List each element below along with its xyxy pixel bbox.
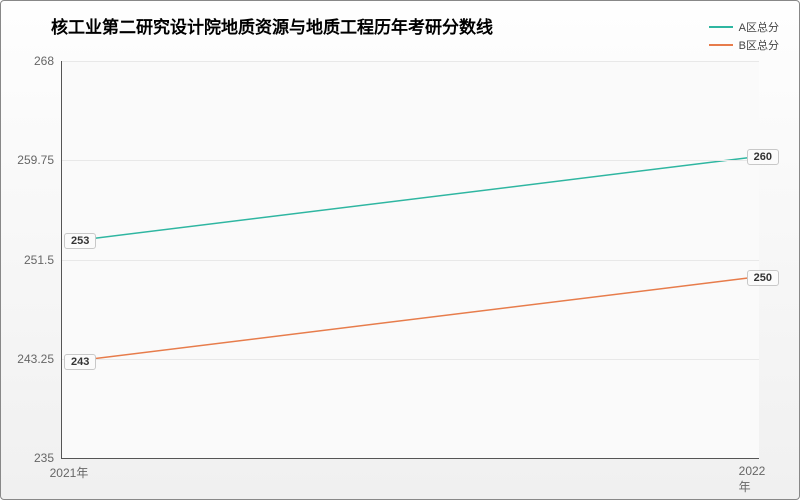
grid-line: [62, 160, 759, 161]
y-tick-label: 243.25: [17, 352, 54, 366]
chart-title: 核工业第二研究设计院地质资源与地质工程历年考研分数线: [51, 13, 493, 38]
plot-area: 235243.25251.5259.752682021年2022年2532602…: [61, 61, 759, 459]
series-b-line: [69, 278, 752, 362]
y-tick-label: 251.5: [24, 253, 54, 267]
x-tick-label: 2021年: [50, 464, 89, 481]
legend-label-b: B区总分: [739, 37, 779, 53]
legend-swatch-b: [709, 44, 733, 46]
data-label: 260: [747, 149, 779, 165]
grid-line: [62, 359, 759, 360]
legend-swatch-a: [709, 26, 733, 28]
legend: A区总分 B区总分: [709, 19, 779, 55]
y-tick-label: 268: [34, 54, 54, 68]
grid-line: [62, 260, 759, 261]
y-tick-label: 235: [34, 451, 54, 465]
series-a-line: [69, 157, 752, 241]
legend-item-b: B区总分: [709, 37, 779, 53]
data-label: 250: [747, 270, 779, 286]
y-tick-label: 259.75: [17, 153, 54, 167]
data-label: 253: [64, 233, 96, 249]
legend-label-a: A区总分: [739, 19, 779, 35]
grid-line: [62, 61, 759, 62]
legend-item-a: A区总分: [709, 19, 779, 35]
chart-container: 核工业第二研究设计院地质资源与地质工程历年考研分数线 A区总分 B区总分 235…: [0, 0, 800, 500]
data-label: 243: [64, 354, 96, 370]
x-tick-label: 2022年: [739, 464, 766, 495]
